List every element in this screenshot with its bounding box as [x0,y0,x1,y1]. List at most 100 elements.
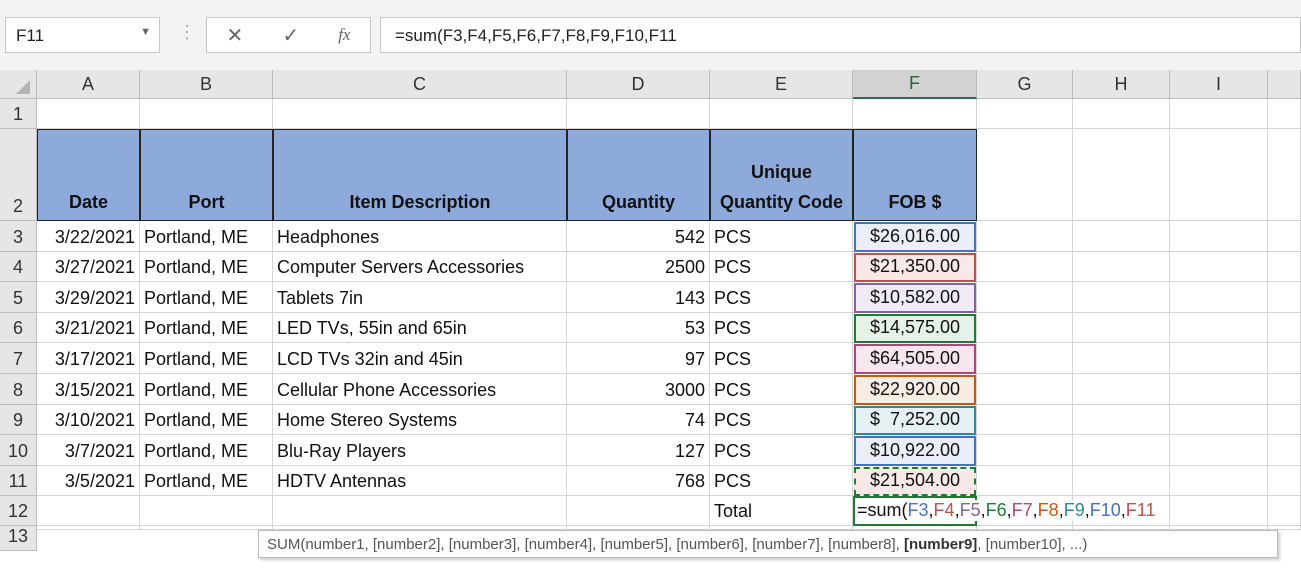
date-cell[interactable]: 3/21/2021 [37,312,140,344]
cell[interactable] [1170,129,1268,221]
quantity-cell[interactable]: 74 [567,404,710,436]
column-header-i[interactable]: I [1170,70,1268,99]
row-header-10[interactable]: 10 [0,435,37,466]
header-cell[interactable]: Port [140,129,273,221]
cell[interactable] [977,129,1073,221]
editing-cell[interactable]: =sum(F3,F4,F5,F6,F7,F8,F9,F10,F11 [853,496,1156,527]
chevron-down-icon[interactable]: ▼ [140,26,151,38]
fob-cell[interactable]: $22,920.00 [854,375,976,405]
port-cell[interactable]: Portland, ME [140,404,273,436]
row-header-11[interactable]: 11 [0,465,37,497]
fob-cell[interactable]: $26,016.00 [854,222,976,252]
cell[interactable] [37,496,140,527]
code-cell[interactable]: PCS [710,435,853,466]
cell[interactable] [977,99,1073,129]
code-cell[interactable]: PCS [710,282,853,313]
cell[interactable] [977,282,1073,313]
quantity-cell[interactable]: 143 [567,282,710,313]
cell[interactable] [1268,312,1301,344]
cell[interactable] [1073,129,1170,221]
row-header-6[interactable]: 6 [0,312,37,344]
port-cell[interactable]: Portland, ME [140,312,273,344]
column-header-b[interactable]: B [140,70,273,99]
column-header-e[interactable]: E [710,70,853,99]
date-cell[interactable]: 3/7/2021 [37,435,140,466]
cell[interactable] [1170,465,1268,497]
cell[interactable] [37,526,140,531]
port-cell[interactable]: Portland, ME [140,435,273,466]
quantity-cell[interactable]: 97 [567,343,710,374]
quantity-cell[interactable]: 542 [567,221,710,252]
column-header-h[interactable]: H [1073,70,1170,99]
cell[interactable] [1073,404,1170,436]
cell[interactable] [710,99,853,129]
column-header-g[interactable]: G [977,70,1073,99]
item-cell[interactable]: LED TVs, 55in and 65in [273,312,567,344]
cell[interactable] [1073,251,1170,283]
row-header-5[interactable]: 5 [0,282,37,313]
row-header-12[interactable]: 12 [0,496,37,527]
cell[interactable] [710,526,853,531]
fob-cell[interactable]: $21,504.00 [854,466,976,497]
date-cell[interactable]: 3/27/2021 [37,251,140,283]
cell[interactable] [1268,221,1301,252]
port-cell[interactable]: Portland, ME [140,282,273,313]
fob-cell[interactable]: $64,505.00 [854,344,976,374]
row-header-1[interactable]: 1 [0,99,37,129]
cell[interactable] [273,99,567,129]
select-all-icon[interactable] [16,80,30,94]
cell[interactable] [1073,312,1170,344]
cell[interactable] [1073,99,1170,129]
cancel-icon[interactable]: ✕ [226,24,244,47]
cell[interactable] [1268,496,1301,527]
fob-cell[interactable]: $21,350.00 [854,252,976,283]
cell[interactable] [853,99,977,129]
column-header-f[interactable]: F [853,70,977,99]
cell[interactable] [1268,465,1301,497]
code-cell[interactable]: PCS [710,221,853,252]
cell[interactable] [977,251,1073,283]
cell[interactable] [140,496,273,527]
cell[interactable] [1268,404,1301,436]
cell[interactable] [1170,374,1268,405]
item-cell[interactable]: Home Stereo Systems [273,404,567,436]
date-cell[interactable]: 3/17/2021 [37,343,140,374]
item-cell[interactable]: LCD TVs 32in and 45in [273,343,567,374]
header-cell[interactable]: Quantity [567,129,710,221]
cell[interactable] [1170,282,1268,313]
column-header-a[interactable]: A [37,70,140,99]
name-box[interactable]: F11 ▼ [5,17,160,53]
cell[interactable] [567,496,710,527]
cell[interactable] [273,496,567,527]
cell[interactable] [140,526,273,531]
cell[interactable] [1170,435,1268,466]
cell[interactable] [1268,282,1301,313]
cell[interactable] [1073,526,1170,531]
column-header-partial[interactable] [1268,70,1301,99]
item-cell[interactable]: Computer Servers Accessories [273,251,567,283]
insert-function-icon[interactable]: fx [338,25,351,44]
date-cell[interactable]: 3/10/2021 [37,404,140,436]
cell[interactable] [1073,343,1170,374]
cell[interactable] [977,221,1073,252]
cell-formula[interactable]: =sum(F3,F4,F5,F6,F7,F8,F9,F10,F11 [857,500,1156,522]
cell[interactable] [977,526,1073,531]
item-cell[interactable]: Tablets 7in [273,282,567,313]
date-cell[interactable]: 3/22/2021 [37,221,140,252]
row-header-7[interactable]: 7 [0,343,37,374]
header-cell[interactable]: Unique Quantity Code [710,129,853,221]
header-cell[interactable]: Date [37,129,140,221]
select-all-button[interactable] [0,70,37,99]
date-cell[interactable]: 3/29/2021 [37,282,140,313]
port-cell[interactable]: Portland, ME [140,343,273,374]
quantity-cell[interactable]: 53 [567,312,710,344]
port-cell[interactable]: Portland, ME [140,221,273,252]
row-header-9[interactable]: 9 [0,404,37,436]
quantity-cell[interactable]: 127 [567,435,710,466]
row-header-3[interactable]: 3 [0,221,37,252]
item-cell[interactable]: Cellular Phone Accessories [273,374,567,405]
quantity-cell[interactable]: 3000 [567,374,710,405]
date-cell[interactable]: 3/5/2021 [37,465,140,497]
cell[interactable] [273,526,567,531]
cell[interactable] [1170,526,1268,531]
